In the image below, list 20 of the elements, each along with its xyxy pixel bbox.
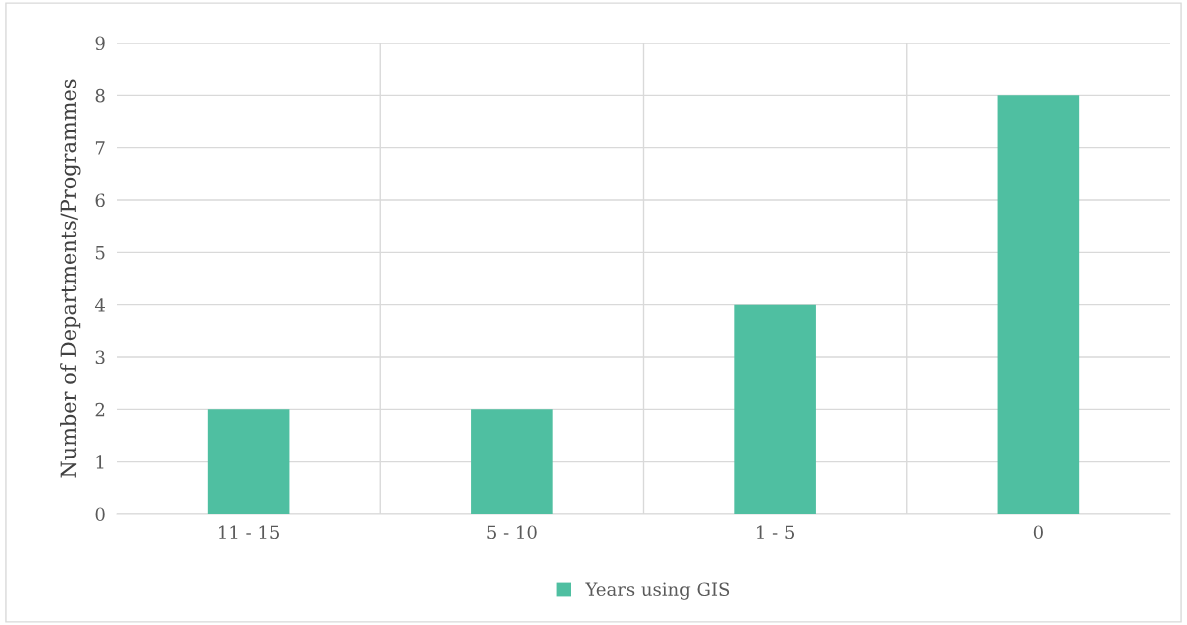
legend-label: Years using GIS xyxy=(585,582,730,600)
y-tick-label: 1 xyxy=(96,455,104,469)
x-tick-label: 1 - 5 xyxy=(757,525,795,540)
y-axis-title: Number of Departments/Programmes xyxy=(60,79,81,478)
y-tick-label: 6 xyxy=(95,193,105,208)
y-tick-label: 3 xyxy=(95,350,105,365)
bar xyxy=(207,409,290,514)
y-tick-label: 4 xyxy=(94,298,105,312)
y-tick-label: 9 xyxy=(95,36,105,51)
y-tick-label: 7 xyxy=(95,141,105,155)
bar xyxy=(734,304,816,514)
y-tick-label: 8 xyxy=(95,88,105,103)
x-tick-label: 11 - 15 xyxy=(219,525,279,540)
bar xyxy=(471,409,553,514)
x-tick-label: 0 xyxy=(1033,525,1043,540)
y-tick-label: 5 xyxy=(95,246,105,260)
y-tick-label: 0 xyxy=(95,507,105,522)
bar xyxy=(997,95,1080,514)
y-tick-label: 2 xyxy=(95,402,105,417)
x-tick-label: 5 - 10 xyxy=(487,525,537,540)
